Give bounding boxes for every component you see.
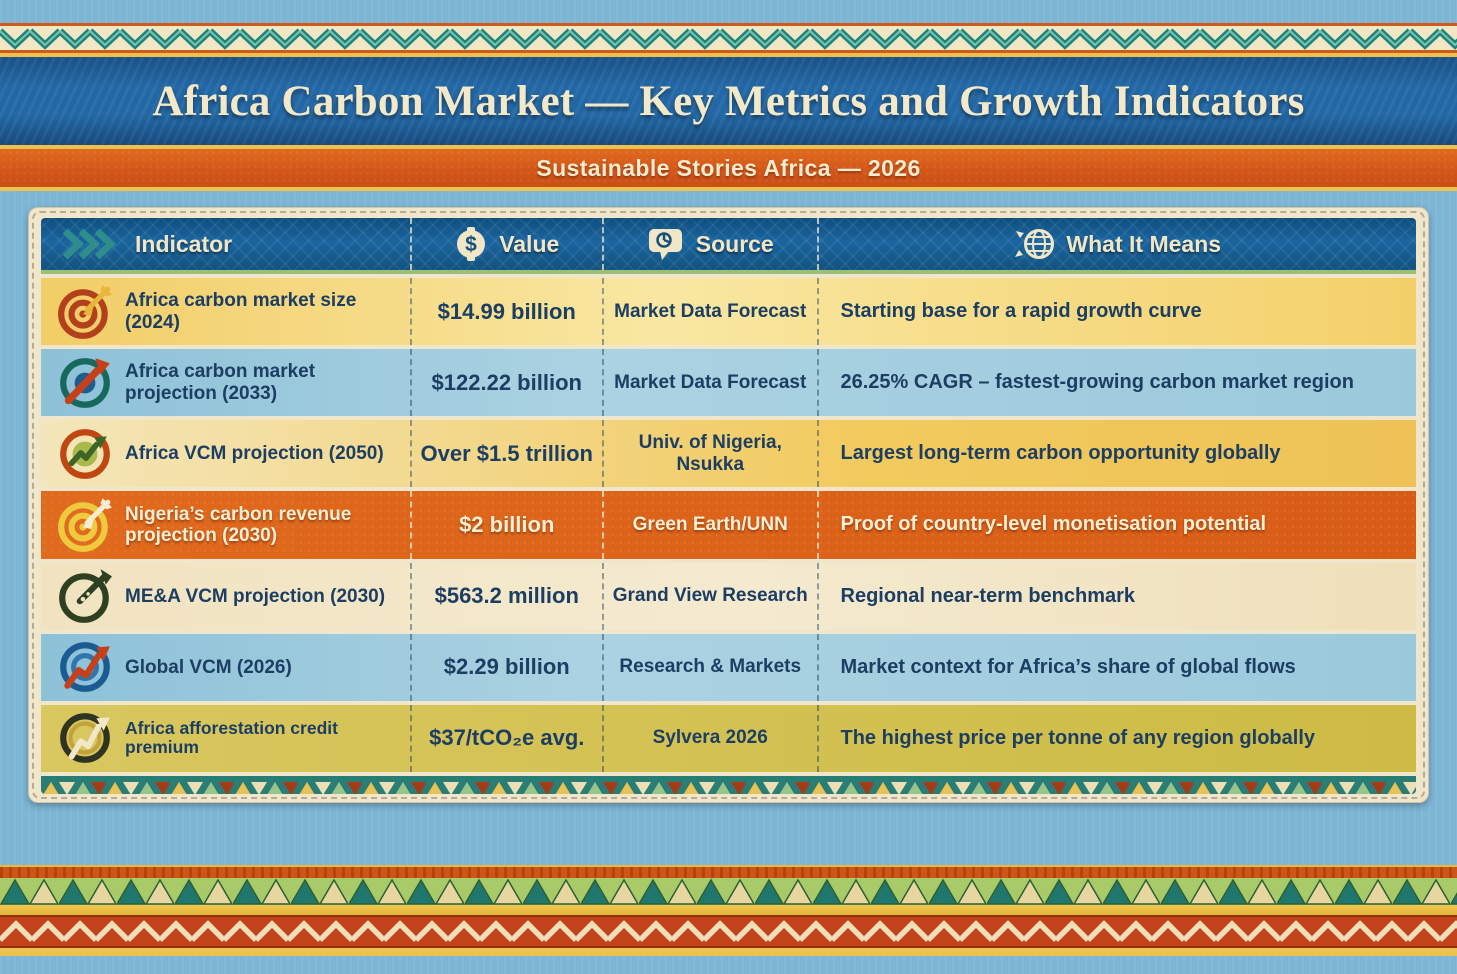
dark-gold-zigzag-arrow-icon (60, 713, 110, 764)
gold-bullseye-dart-icon (58, 498, 112, 552)
value-text: Over $1.5 trillion (420, 440, 593, 466)
panel-bottom-triangle-strip (41, 776, 1416, 794)
value-text: $37/tCO₂e avg. (429, 725, 585, 751)
header-label: What It Means (1066, 230, 1222, 257)
meaning-text: The highest price per tonne of any regio… (840, 726, 1316, 749)
indicator-label: ME&A VCM projection (2030) (125, 585, 386, 607)
speech-bubble-chart-icon (648, 229, 682, 260)
value-text: $2.29 billion (443, 654, 570, 680)
dollar-coin-icon: $ (457, 227, 486, 261)
source-text: Market Data Forecast (614, 300, 807, 322)
yellow-band (0, 905, 1457, 915)
table-header-row: Indicator $ Value Source (41, 218, 1416, 274)
indicator-cell: Africa VCM projection (2050) (41, 420, 410, 487)
header-cell-what-it-means: What It Means (816, 218, 1416, 270)
table-body: Africa carbon market size (2024) $14.99 … (41, 274, 1416, 772)
yellow-band (0, 948, 1457, 956)
teal-rings-up-arrow-icon (60, 357, 110, 408)
indicator-cell: Global VCM (2026) (41, 634, 410, 701)
indicator-label: Nigeria’s carbon revenue projection (203… (125, 503, 352, 546)
indicator-cell: Africa afforestation credit premium (41, 705, 410, 772)
header-label: Value (499, 230, 560, 257)
header-cell-value: $ Value (409, 218, 603, 270)
source-text: Univ. of Nigeria, Nsukka (638, 431, 782, 475)
top-zigzag-border (0, 23, 1457, 53)
title-band: Africa Carbon Market — Key Metrics and G… (0, 53, 1457, 149)
source-text: Research & Markets (619, 656, 802, 678)
source-text: Sylvera 2026 (652, 727, 768, 749)
metrics-table-panel: Indicator $ Value Source (28, 207, 1429, 803)
ring-growth-arrow-icon (60, 428, 110, 479)
metrics-table: Indicator $ Value Source (41, 218, 1416, 794)
cream-zigzag-pattern (0, 917, 1457, 946)
header-cell-source: Source (602, 218, 817, 270)
table-row: Africa afforestation credit premium $37/… (41, 704, 1416, 772)
table-row: Global VCM (2026) $2.29 billion Research… (41, 633, 1416, 701)
orange-stripe-band (0, 865, 1457, 878)
indicator-label: Africa VCM projection (2050) (125, 443, 384, 465)
meaning-text: Regional near-term benchmark (840, 584, 1136, 607)
value-text: $14.99 billion (437, 298, 576, 324)
dark-target-dart-icon (59, 569, 112, 624)
indicator-cell: Africa carbon market size (2024) (41, 278, 410, 345)
indicator-label: Africa carbon market projection (2033) (125, 361, 316, 404)
teal-zigzag-pattern (0, 26, 1457, 50)
source-text: Market Data Forecast (614, 371, 807, 393)
green-triangle-band (0, 878, 1457, 905)
blue-rings-zigzag-arrow-icon (60, 642, 110, 693)
meaning-text: Proof of country-level monetisation pote… (840, 513, 1267, 536)
table-row: Nigeria’s carbon revenue projection (203… (41, 491, 1416, 559)
subtitle-band: Sustainable Stories Africa — 2026 (0, 149, 1457, 191)
source-text: Green Earth/UNN (632, 513, 788, 535)
indicator-cell: ME&A VCM projection (2030) (41, 563, 410, 630)
meaning-text: 26.25% CAGR – fastest-growing carbon mar… (840, 371, 1354, 394)
source-text: Grand View Research (612, 585, 808, 607)
table-row: ME&A VCM projection (2030) $563.2 millio… (41, 562, 1416, 630)
top-sky-background (0, 0, 1457, 23)
globe-arrows-icon (1015, 229, 1055, 259)
header-label: Indicator (135, 230, 233, 257)
chevrons-icon (62, 228, 117, 260)
red-zigzag-band (0, 915, 1457, 948)
meaning-text: Largest long-term carbon opportunity glo… (840, 442, 1281, 465)
bottom-decorative-borders (0, 865, 1457, 956)
indicator-label: Africa afforestation credit premium (125, 717, 338, 758)
triangle-pattern (41, 779, 1416, 794)
header-cell-indicator: Indicator (41, 218, 410, 270)
table-row: Africa carbon market size (2024) $14.99 … (41, 278, 1416, 346)
indicator-label: Africa carbon market size (2024) (125, 290, 357, 333)
value-text: $122.22 billion (431, 369, 582, 395)
value-text: $2 billion (459, 511, 555, 537)
value-text: $563.2 million (434, 583, 579, 609)
indicator-label: Global VCM (2026) (125, 656, 292, 678)
indicator-cell: Africa carbon market projection (2033) (41, 349, 410, 416)
meaning-text: Starting base for a rapid growth curve (840, 300, 1202, 323)
svg-text:$: $ (465, 233, 477, 256)
indicator-cell: Nigeria’s carbon revenue projection (203… (41, 491, 410, 558)
bullseye-dart-icon (58, 284, 112, 339)
green-triangle-pattern (0, 878, 1457, 905)
page-title: Africa Carbon Market — Key Metrics and G… (152, 77, 1305, 125)
table-row: Africa carbon market projection (2033) $… (41, 349, 1416, 417)
table-row: Africa VCM projection (2050) Over $1.5 t… (41, 420, 1416, 488)
page-subtitle: Sustainable Stories Africa — 2026 (536, 154, 921, 181)
meaning-text: Market context for Africa’s share of glo… (840, 655, 1296, 678)
header-label: Source (695, 230, 774, 257)
